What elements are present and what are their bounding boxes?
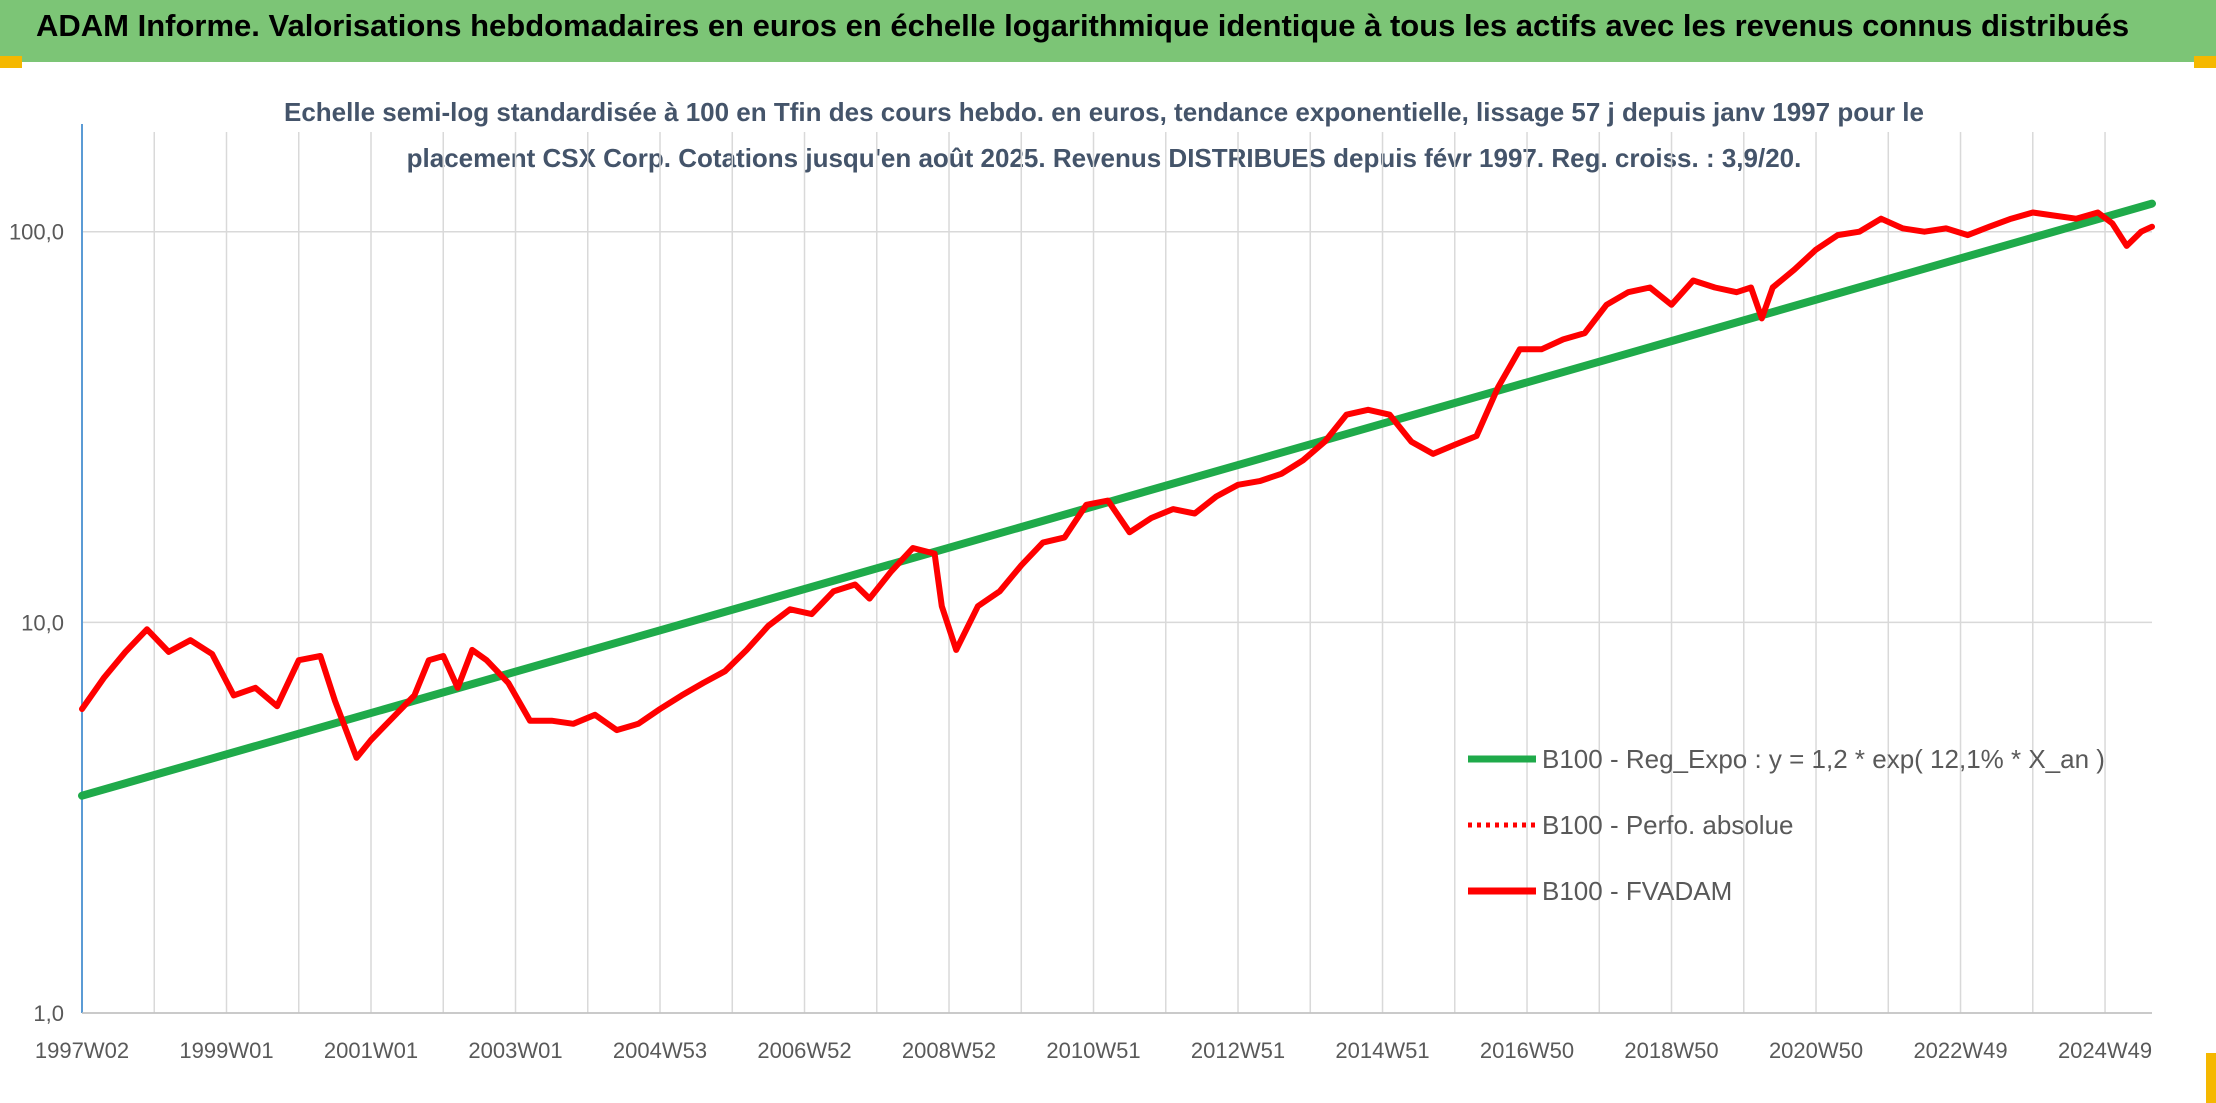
x-tick-label: 2022W49 <box>1913 1038 2007 1063</box>
chart-title-line: placement CSX Corp. Cotations jusqu'en a… <box>407 143 1802 173</box>
legend-label: B100 - FVADAM <box>1542 876 1732 906</box>
x-tick-label: 2003W01 <box>468 1038 562 1063</box>
corner-marker-left <box>0 56 22 68</box>
x-tick-label: 2004W53 <box>613 1038 707 1063</box>
x-tick-label: 2024W49 <box>2058 1038 2152 1063</box>
x-tick-label: 2014W51 <box>1335 1038 1429 1063</box>
report-banner: ADAM Informe. Valorisations hebdomadaire… <box>0 0 2216 62</box>
x-tick-label: 1997W02 <box>35 1038 129 1063</box>
chart-frame: Echelle semi-log standardisée à 100 en T… <box>0 62 2216 1103</box>
legend-label: B100 - Perfo. absolue <box>1542 810 1794 840</box>
corner-marker-right <box>2194 56 2216 68</box>
x-tick-label: 2020W50 <box>1769 1038 1863 1063</box>
x-tick-label: 2008W52 <box>902 1038 996 1063</box>
x-tick-label: 2012W51 <box>1191 1038 1285 1063</box>
x-tick-label: 1999W01 <box>179 1038 273 1063</box>
series-line-0 <box>78 199 2156 800</box>
report-title: ADAM Informe. Valorisations hebdomadaire… <box>36 8 2130 43</box>
y-tick-label: 100,0 <box>9 220 64 245</box>
x-tick-label: 2006W52 <box>757 1038 851 1063</box>
series-line-2 <box>79 209 2155 761</box>
y-tick-label: 1,0 <box>33 1001 64 1026</box>
y-tick-label: 10,0 <box>21 610 64 635</box>
x-tick-label: 2001W01 <box>324 1038 418 1063</box>
x-tick-label: 2016W50 <box>1480 1038 1574 1063</box>
x-tick-label: 2018W50 <box>1624 1038 1718 1063</box>
line-chart: Echelle semi-log standardisée à 100 en T… <box>9 97 2156 1063</box>
x-tick-label: 2010W51 <box>1046 1038 1140 1063</box>
legend-label: B100 - Reg_Expo : y = 1,2 * exp( 12,1% *… <box>1542 744 2105 774</box>
chart-title-line: Echelle semi-log standardisée à 100 en T… <box>284 97 1924 127</box>
corner-marker-bottom-right <box>2206 1053 2216 1103</box>
